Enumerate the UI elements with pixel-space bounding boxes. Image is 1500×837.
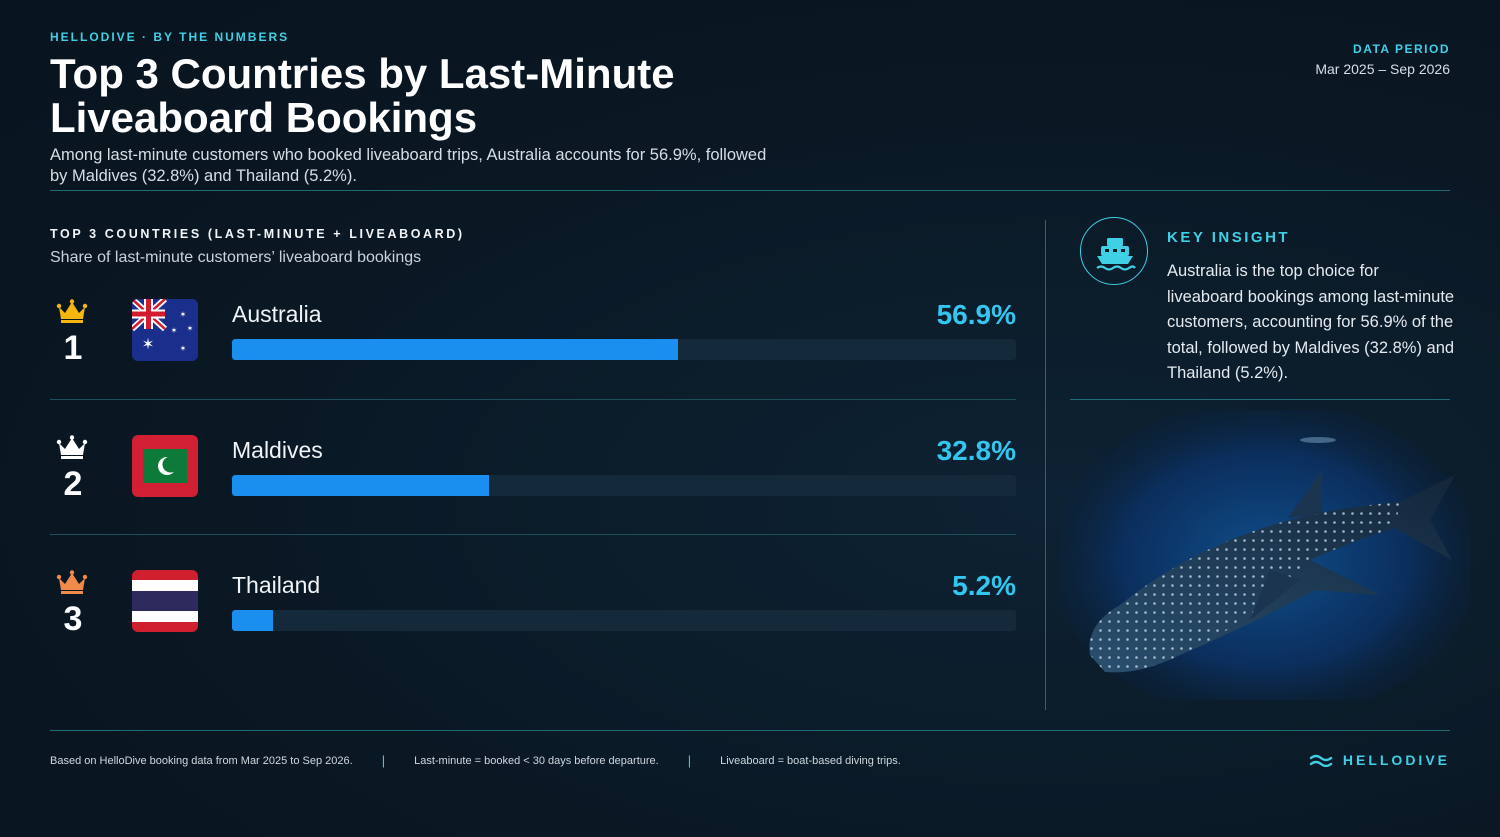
footnote-last-minute: Last-minute = booked < 30 days before de…: [414, 754, 659, 767]
bar: [232, 339, 679, 360]
crown-icon: [56, 435, 88, 459]
brand: HELLODIVE: [1309, 752, 1450, 768]
rank-number: 3: [63, 600, 83, 638]
svg-text:✶: ✶: [142, 335, 155, 353]
wave-logo-icon: [1309, 754, 1333, 767]
maldives-flag-icon: [132, 435, 198, 497]
vertical-divider: [1045, 220, 1046, 710]
footnote-source: Based on HelloDive booking data from Mar…: [50, 754, 353, 767]
country-label: Maldives: [232, 437, 323, 463]
eyebrow: HELLODIVE · BY THE NUMBERS: [50, 30, 290, 44]
data-period-value: Mar 2025 – Sep 2026: [1315, 61, 1450, 77]
boat-icon: [1080, 217, 1148, 285]
svg-text:✶: ✶: [180, 310, 187, 319]
bar: [232, 475, 490, 496]
page-subtitle: Among last-minute customers who booked l…: [50, 146, 767, 185]
svg-text:✶: ✶: [187, 324, 194, 333]
insight-label: KEY INSIGHT: [1167, 229, 1291, 246]
footnote-separator: |: [381, 753, 386, 768]
page-title: Top 3 Countries by Last-Minute Liveaboar…: [50, 50, 675, 141]
brand-name: HELLODIVE: [1342, 752, 1450, 768]
crown-icon: [56, 570, 88, 594]
chart-section-label: TOP 3 COUNTRIES (LAST-MINUTE + LIVEABOAR…: [50, 227, 465, 241]
value-label: 5.2%: [952, 570, 1016, 601]
value-label: 32.8%: [936, 435, 1016, 466]
chart-section-subtitle: Share of last-minute customers’ liveaboa…: [50, 249, 422, 266]
bar-track: [232, 475, 1016, 496]
whale-shark-illustration: [1050, 400, 1480, 720]
country-label: Australia: [232, 301, 322, 327]
country-label: Thailand: [232, 572, 321, 598]
svg-text:✶: ✶: [180, 344, 187, 353]
bar-track: [232, 610, 1016, 631]
footnote-liveaboard: Liveaboard = boat-based diving trips.: [720, 754, 901, 767]
thailand-flag-icon: [132, 570, 198, 632]
svg-text:✶: ✶: [171, 326, 178, 335]
footnote-separator: |: [687, 753, 692, 768]
rank-number: 1: [63, 329, 83, 367]
bar-row: 2 Maldives 32.8%: [50, 435, 1016, 535]
data-period-label: DATA PERIOD: [1353, 42, 1450, 56]
australia-flag-icon: ✶ ✶ ✶ ✶ ✶: [132, 299, 198, 361]
bar-row: 1 ✶ ✶ ✶ ✶ ✶ Australia 56.9%: [50, 299, 1016, 399]
insight-divider: [1070, 399, 1450, 400]
crown-icon: [56, 299, 88, 323]
row-divider: [50, 399, 1016, 400]
insight-text: Australia is the top choice for liveaboa…: [1167, 262, 1455, 382]
value-label: 56.9%: [936, 299, 1016, 330]
bar-row: 3 Thailand 5.2%: [50, 570, 1016, 670]
top-divider: [50, 190, 1450, 191]
bar: [232, 610, 273, 631]
row-divider: [50, 534, 1016, 535]
footnotes: Based on HelloDive booking data from Mar…: [50, 753, 901, 768]
bar-track: [232, 339, 1016, 360]
bottom-divider: [50, 730, 1450, 731]
rank-number: 2: [63, 465, 83, 503]
